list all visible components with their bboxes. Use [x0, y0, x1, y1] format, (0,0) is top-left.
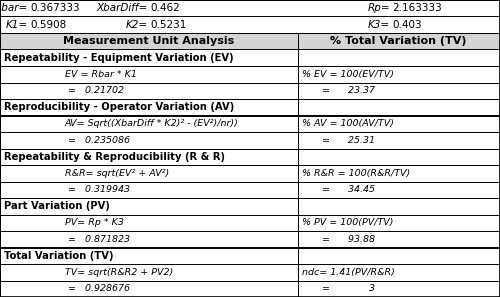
Bar	[298, 132, 500, 148]
Bar	[0, 83, 298, 99]
Bar	[298, 165, 500, 181]
Text: Repeatability - Equipment Variation (EV): Repeatability - Equipment Variation (EV)	[4, 53, 234, 63]
Text: =   0.21702: = 0.21702	[68, 86, 124, 95]
Text: Rp=: Rp=	[368, 3, 390, 13]
Text: =   0.319943: = 0.319943	[68, 185, 130, 194]
Bar	[0, 148, 298, 165]
Bar	[298, 83, 500, 99]
Text: =      25.31: = 25.31	[322, 136, 376, 145]
Text: 0.5231: 0.5231	[150, 20, 186, 30]
Text: % PV = 100(PV/TV): % PV = 100(PV/TV)	[302, 218, 394, 227]
Text: =      93.88: = 93.88	[322, 235, 376, 244]
Bar	[298, 231, 500, 247]
Bar	[298, 181, 500, 198]
Text: =   0.235086: = 0.235086	[68, 136, 130, 145]
Bar	[298, 280, 500, 297]
Text: % R&R = 100(R&R/TV): % R&R = 100(R&R/TV)	[302, 169, 411, 178]
Bar	[298, 50, 500, 66]
Text: 0.462: 0.462	[150, 3, 180, 13]
Text: EV = Rbar * K1: EV = Rbar * K1	[65, 70, 137, 79]
Bar	[0, 132, 298, 148]
Text: % Total Variation (TV): % Total Variation (TV)	[330, 36, 467, 46]
Text: 0.403: 0.403	[392, 20, 422, 30]
Bar	[298, 33, 500, 50]
Text: K3=: K3=	[368, 20, 390, 30]
Text: Repeatability & Reproducibility (R & R): Repeatability & Reproducibility (R & R)	[4, 152, 225, 162]
Text: ndc= 1.41(PV/R&R): ndc= 1.41(PV/R&R)	[302, 268, 396, 277]
Text: Rbar=: Rbar=	[0, 3, 28, 13]
Text: =      34.45: = 34.45	[322, 185, 376, 194]
Bar	[0, 50, 298, 66]
Text: Reproducibility - Operator Variation (AV): Reproducibility - Operator Variation (AV…	[4, 102, 234, 112]
Bar	[298, 148, 500, 165]
Text: 0.5908: 0.5908	[30, 20, 66, 30]
Bar	[0, 0, 500, 17]
Text: =             3: = 3	[322, 284, 376, 293]
Text: K1=: K1=	[6, 20, 28, 30]
Bar	[0, 247, 298, 264]
Text: Total Variation (TV): Total Variation (TV)	[4, 251, 114, 261]
Bar	[0, 66, 298, 83]
Bar	[298, 198, 500, 214]
Text: K2=: K2=	[126, 20, 148, 30]
Bar	[0, 214, 298, 231]
Bar	[0, 116, 298, 132]
Text: XbarDiff=: XbarDiff=	[96, 3, 148, 13]
Text: 2.163333: 2.163333	[392, 3, 442, 13]
Text: AV= Sqrt((XbarDiff * K2)² - (EV²)/nr)): AV= Sqrt((XbarDiff * K2)² - (EV²)/nr))	[65, 119, 239, 128]
Bar	[0, 17, 500, 33]
Bar	[298, 116, 500, 132]
Bar	[0, 264, 298, 280]
Bar	[298, 99, 500, 116]
Bar	[0, 231, 298, 247]
Bar	[0, 33, 298, 50]
Bar	[0, 99, 298, 116]
Bar	[0, 181, 298, 198]
Text: R&R= sqrt(EV² + AV²): R&R= sqrt(EV² + AV²)	[65, 169, 169, 178]
Text: =   0.871823: = 0.871823	[68, 235, 130, 244]
Bar	[298, 66, 500, 83]
Text: TV= sqrt(R&R2 + PV2): TV= sqrt(R&R2 + PV2)	[65, 268, 174, 277]
Text: =   0.928676: = 0.928676	[68, 284, 130, 293]
Text: 0.367333: 0.367333	[30, 3, 80, 13]
Text: Measurement Unit Analysis: Measurement Unit Analysis	[63, 36, 234, 46]
Bar	[0, 198, 298, 214]
Bar	[298, 247, 500, 264]
Text: % AV = 100(AV/TV): % AV = 100(AV/TV)	[302, 119, 394, 128]
Bar	[298, 264, 500, 280]
Text: Part Variation (PV): Part Variation (PV)	[4, 201, 110, 211]
Text: =      23.37: = 23.37	[322, 86, 376, 95]
Bar	[0, 165, 298, 181]
Text: PV= Rp * K3: PV= Rp * K3	[65, 218, 124, 227]
Bar	[0, 280, 298, 297]
Text: % EV = 100(EV/TV): % EV = 100(EV/TV)	[302, 70, 394, 79]
Bar	[298, 214, 500, 231]
